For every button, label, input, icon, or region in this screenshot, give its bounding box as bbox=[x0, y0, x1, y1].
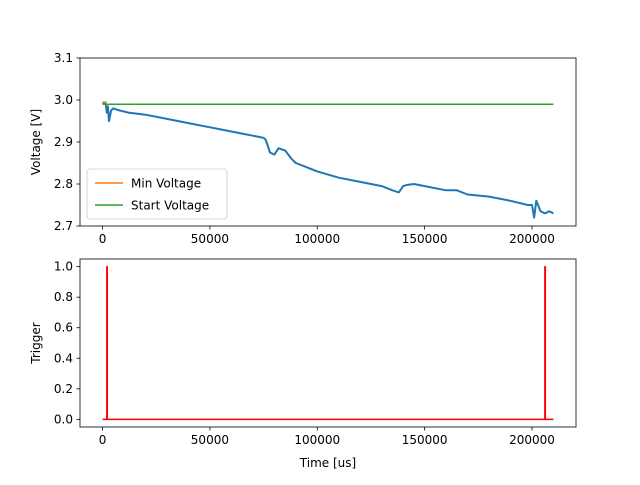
legend-label: Min Voltage bbox=[131, 177, 201, 191]
subplot-1: 0 50000 100000 150000 200000 2.7 2.8 2.9 3.0 3.1 V… bbox=[29, 51, 577, 246]
series-line-1 bbox=[102, 101, 554, 219]
y-tick-label: 0.0 bbox=[54, 412, 73, 426]
y-axis-label: Voltage [V] bbox=[29, 109, 43, 175]
y-tick-label: 0.4 bbox=[54, 351, 73, 365]
series-line-1 bbox=[102, 265, 554, 421]
y-tick-label: 0.6 bbox=[54, 321, 73, 335]
y-tick-label: 1.0 bbox=[54, 260, 73, 274]
x-tick-label: 0 bbox=[99, 232, 107, 246]
x-tick-label: 200000 bbox=[509, 433, 555, 447]
x-tick-label: 100000 bbox=[294, 433, 340, 447]
x-tick-label: 100000 bbox=[294, 232, 340, 246]
x-tick-label: 200000 bbox=[509, 232, 555, 246]
x-tick-label: 150000 bbox=[402, 232, 448, 246]
y-tick-label: 0.2 bbox=[54, 382, 73, 396]
y-tick-label: 0.8 bbox=[54, 290, 73, 304]
legend: Min Voltage Start Voltage bbox=[86, 168, 228, 220]
legend-label: Start Voltage bbox=[131, 199, 209, 213]
y-tick-label: 2.7 bbox=[54, 219, 73, 233]
x-axis-label: Time [us] bbox=[299, 456, 356, 470]
subplot-2: 0 50000 100000 150000 200000 0.0 0.2 0.4 0.6 0.8 1… bbox=[29, 258, 577, 470]
y-tick-label: 3.0 bbox=[54, 93, 73, 107]
x-tick-label: 150000 bbox=[402, 433, 448, 447]
legend-box bbox=[86, 168, 228, 220]
y-tick-label: 2.9 bbox=[54, 135, 73, 149]
y-axis-label: Trigger bbox=[29, 322, 43, 364]
y-tick-label: 2.8 bbox=[54, 177, 73, 191]
x-tick-label: 0 bbox=[99, 433, 107, 447]
y-tick-label: 3.1 bbox=[54, 51, 73, 65]
x-tick-label: 50000 bbox=[191, 433, 229, 447]
x-tick-label: 50000 bbox=[191, 232, 229, 246]
axes-frame bbox=[79, 258, 577, 428]
